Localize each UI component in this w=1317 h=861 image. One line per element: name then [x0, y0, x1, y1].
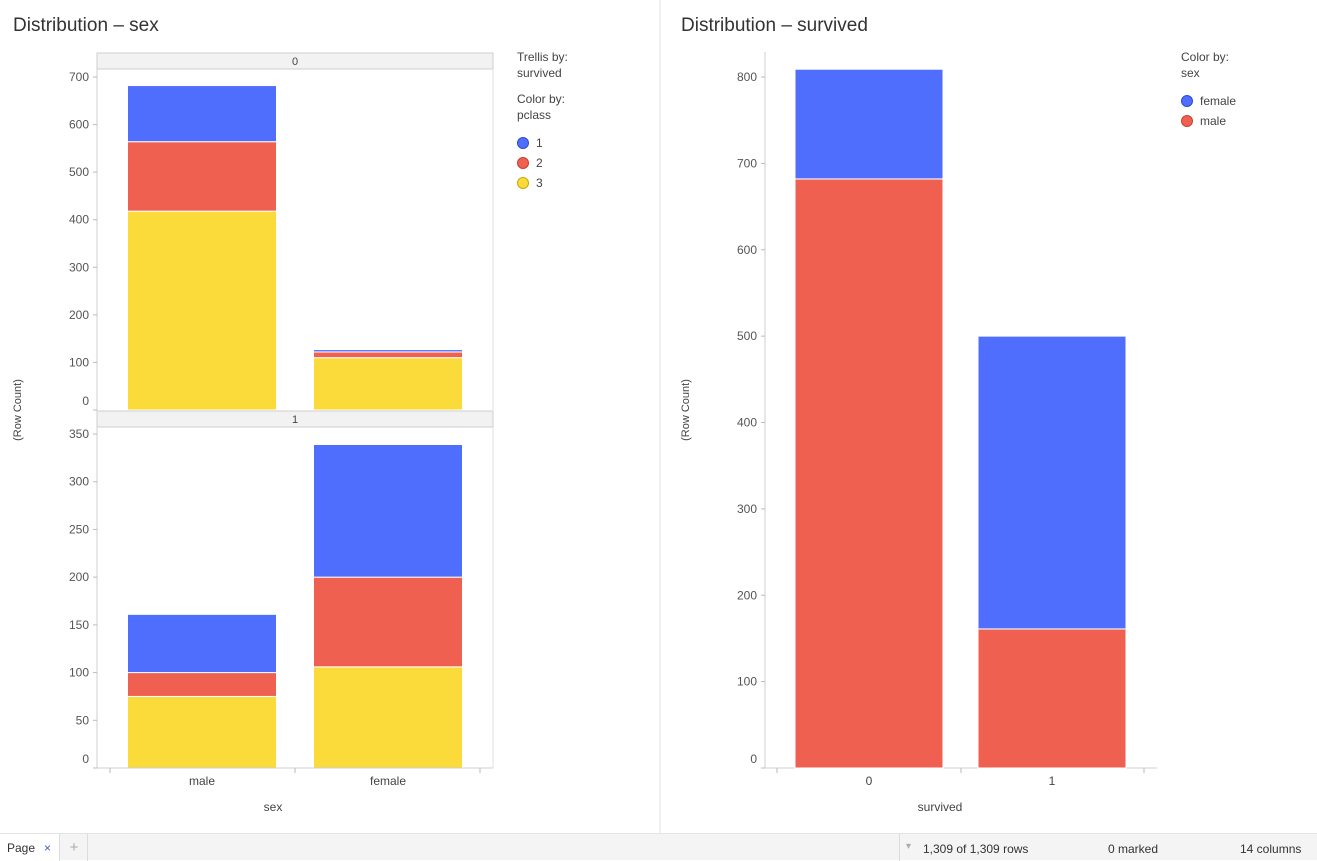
- panel-divider[interactable]: [659, 0, 661, 833]
- color-swatch-icon: [517, 177, 529, 189]
- y-tick-label: 300: [737, 502, 757, 516]
- y-tick-label: 100: [737, 675, 757, 689]
- y-tick-label: 700: [69, 70, 89, 84]
- bar-segment-male-pclass-3[interactable]: [127, 210, 277, 411]
- y-tick-label: 600: [737, 243, 757, 257]
- legend-trellis-label: Trellis by:: [517, 50, 568, 64]
- legend-item-label: female: [1200, 94, 1237, 108]
- bar-segment-female-pclass-3[interactable]: [313, 666, 463, 769]
- color-swatch-icon: [517, 137, 529, 149]
- chart-title-survived: Distribution – survived: [681, 15, 868, 36]
- y-tick-label: 400: [737, 416, 757, 430]
- trellis-header-label: 1: [292, 414, 298, 426]
- legend-item-label: 2: [536, 156, 543, 170]
- status-divider: [899, 834, 900, 861]
- legend-item-label: male: [1200, 114, 1227, 128]
- chart-sex-trellis[interactable]: 0 0 100 200 300 400 500 600 700 1 0 50 100 150 200 250 3…: [0, 0, 659, 833]
- legend-sex[interactable]: Trellis by: survived Color by: pclass 1 …: [517, 49, 568, 193]
- chart-survived[interactable]: 0 100 200 300 400 500 600 700 800 0 1 survived (Row …: [661, 0, 1317, 833]
- bar-segment-survived-1-male[interactable]: [977, 628, 1127, 769]
- x-tick-label: 0: [866, 774, 873, 788]
- y-tick-label: 0: [750, 752, 757, 766]
- bar-segment-male-pclass-3[interactable]: [127, 695, 277, 769]
- color-swatch-icon: [517, 157, 529, 169]
- trellis-header: [96, 410, 494, 428]
- bar-segment-male-pclass-1[interactable]: [127, 85, 277, 143]
- x-tick-label: female: [370, 774, 406, 788]
- row-count-status[interactable]: 1,309 of 1,309 rows: [923, 842, 1029, 856]
- legend-item-label: 3: [536, 176, 543, 190]
- y-tick-label: 600: [69, 118, 89, 132]
- bar-segment-female-pclass-2[interactable]: [313, 351, 463, 359]
- legend-item-male[interactable]: male: [1181, 111, 1236, 131]
- y-axis-title: (Row Count): [680, 379, 692, 441]
- y-tick-label: 300: [69, 260, 89, 274]
- y-axis-title: (Row Count): [12, 379, 24, 441]
- bar-segment-female-pclass-1[interactable]: [313, 443, 463, 578]
- legend-item-pclass-2[interactable]: 2: [517, 153, 568, 173]
- y-tick-label: 400: [69, 213, 89, 227]
- bar-segment-male-pclass-2[interactable]: [127, 672, 277, 697]
- y-tick-label: 700: [737, 156, 757, 170]
- bar-segment-female-pclass-2[interactable]: [313, 576, 463, 668]
- x-axis-title: sex: [264, 800, 283, 814]
- trellis-header-label: 0: [292, 56, 298, 68]
- legend-trellis-value[interactable]: survived: [517, 66, 562, 80]
- bar-segment-survived-0-male[interactable]: [794, 178, 944, 769]
- legend-item-label: 1: [536, 136, 543, 150]
- y-tick-label: 50: [76, 713, 90, 727]
- y-tick-label: 250: [69, 522, 89, 536]
- visualization-panel-survived[interactable]: Distribution – survived 0 100 200 300 400 500…: [661, 0, 1317, 833]
- bar-segment-male-pclass-1[interactable]: [127, 613, 277, 674]
- legend-color-value[interactable]: pclass: [517, 108, 552, 122]
- marked-count-status[interactable]: 0 marked: [1108, 842, 1159, 856]
- y-tick-label: 350: [69, 427, 89, 441]
- y-tick-label: 100: [69, 355, 89, 369]
- y-tick-label: 800: [737, 70, 757, 84]
- status-bar: Page × + ▾ 1,309 of 1,309 rows 0 marked …: [0, 833, 1317, 861]
- bar-segment-female-pclass-1[interactable]: [313, 349, 463, 353]
- x-axis-title: survived: [918, 800, 963, 814]
- bar-segment-male-pclass-2[interactable]: [127, 141, 277, 212]
- page-tab-label: Page: [7, 840, 36, 855]
- x-tick-label: 1: [1049, 774, 1056, 788]
- page-tab[interactable]: Page ×: [0, 834, 60, 861]
- legend-color-label: Color by:: [1181, 50, 1230, 64]
- y-tick-label: 100: [69, 666, 89, 680]
- y-tick-label: 0: [82, 394, 89, 408]
- legend-color-value[interactable]: sex: [1181, 66, 1200, 80]
- y-tick-label: 0: [82, 752, 89, 766]
- y-tick-label: 200: [69, 308, 89, 322]
- x-tick-label: male: [189, 774, 215, 788]
- legend-item-pclass-3[interactable]: 3: [517, 173, 568, 193]
- chevron-down-icon[interactable]: ▾: [906, 841, 912, 852]
- visualization-panel-sex[interactable]: Distribution – sex 0 0 100 200 300 400 500 600 7…: [0, 0, 659, 833]
- bar-segment-female-pclass-3[interactable]: [313, 357, 463, 411]
- close-icon[interactable]: ×: [44, 840, 52, 855]
- bar-segment-survived-1-female[interactable]: [977, 335, 1127, 630]
- y-tick-label: 300: [69, 475, 89, 489]
- y-tick-label: 500: [69, 165, 89, 179]
- column-count-status[interactable]: 14 columns: [1240, 842, 1302, 856]
- y-tick-label: 500: [737, 329, 757, 343]
- legend-survived[interactable]: Color by: sex female male: [1181, 49, 1236, 131]
- color-swatch-icon: [1181, 95, 1193, 107]
- y-tick-label: 200: [69, 570, 89, 584]
- add-page-icon[interactable]: +: [61, 834, 88, 861]
- legend-color-label: Color by:: [517, 92, 566, 106]
- legend-item-female[interactable]: female: [1181, 91, 1236, 111]
- y-tick-label: 150: [69, 618, 89, 632]
- legend-item-pclass-1[interactable]: 1: [517, 133, 568, 153]
- bar-segment-survived-0-female[interactable]: [794, 68, 944, 180]
- trellis-header: [96, 52, 494, 70]
- chart-title-sex: Distribution – sex: [13, 15, 159, 36]
- color-swatch-icon: [1181, 115, 1193, 127]
- y-tick-label: 200: [737, 588, 757, 602]
